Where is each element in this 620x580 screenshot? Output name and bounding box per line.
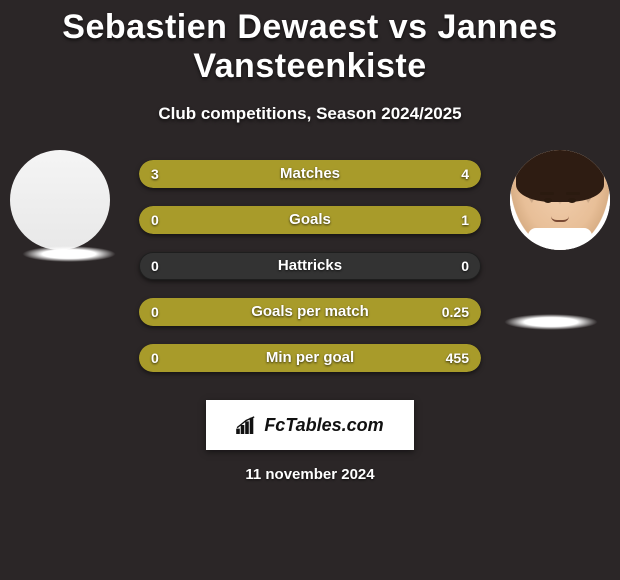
footer-date: 11 november 2024 xyxy=(0,466,620,483)
player-left-shadow xyxy=(22,246,116,262)
brand-text: FcTables.com xyxy=(264,415,383,436)
player-left-avatar xyxy=(10,150,110,250)
stat-row: 00.25Goals per match xyxy=(139,298,481,326)
stat-label: Hattricks xyxy=(139,252,481,280)
stat-label: Goals per match xyxy=(139,298,481,326)
bars-container: 34Matches 01Goals 00Hattricks 00.25Goals pe… xyxy=(139,160,481,390)
page-title: Sebastien Dewaest vs Jannes Vansteenkist… xyxy=(0,0,620,86)
stat-label: Matches xyxy=(139,160,481,188)
player-right-avatar xyxy=(510,150,610,250)
page-subtitle: Club competitions, Season 2024/2025 xyxy=(0,104,620,124)
stat-label: Goals xyxy=(139,206,481,234)
stat-label: Min per goal xyxy=(139,344,481,372)
brand-logo-icon xyxy=(236,416,258,434)
stat-row: 01Goals xyxy=(139,206,481,234)
player-right-shadow xyxy=(504,314,598,330)
stat-row: 34Matches xyxy=(139,160,481,188)
stat-row: 00Hattricks xyxy=(139,252,481,280)
stat-row: 0455Min per goal xyxy=(139,344,481,372)
brand-badge[interactable]: FcTables.com xyxy=(206,400,414,450)
